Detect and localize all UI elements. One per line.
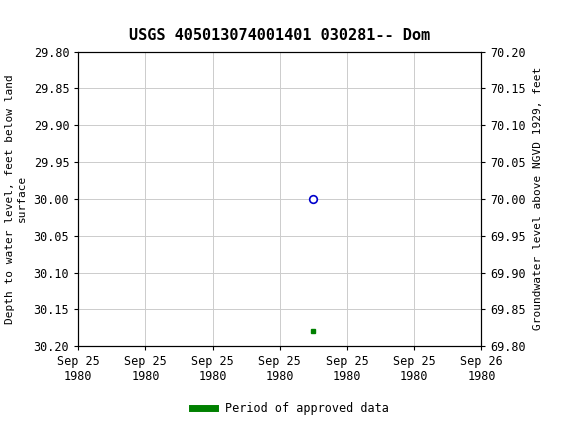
Title: USGS 405013074001401 030281-- Dom: USGS 405013074001401 030281-- Dom (129, 28, 430, 43)
Y-axis label: Depth to water level, feet below land
surface: Depth to water level, feet below land su… (5, 74, 27, 324)
Y-axis label: Groundwater level above NGVD 1929, feet: Groundwater level above NGVD 1929, feet (533, 67, 543, 331)
Legend: Period of approved data: Period of approved data (187, 397, 393, 420)
Text: ≡: ≡ (8, 4, 28, 28)
Text: USGS: USGS (32, 7, 87, 25)
